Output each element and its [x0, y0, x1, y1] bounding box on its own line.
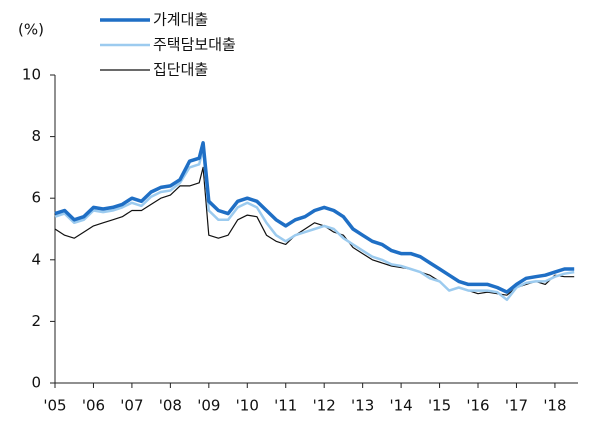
y-tick-label: 0 [31, 374, 41, 392]
y-tick-label: 10 [22, 66, 41, 84]
series-line [54, 147, 575, 302]
x-tick-label: '12 [313, 397, 336, 415]
x-tick-label: '07 [120, 397, 143, 415]
x-tick-label: '17 [505, 397, 528, 415]
x-tick-label: '13 [351, 397, 374, 415]
y-tick-label: 6 [31, 189, 41, 207]
series-line [54, 141, 575, 294]
x-tick-label: '11 [274, 397, 297, 415]
x-tick-label: '10 [236, 397, 259, 415]
x-tick-label: '15 [428, 397, 451, 415]
y-tick-label: 2 [31, 312, 41, 330]
x-tick-label: '09 [197, 397, 220, 415]
x-tick-label: '16 [466, 397, 489, 415]
y-tick-label: 8 [31, 127, 41, 145]
x-tick-label: '05 [43, 397, 66, 415]
x-tick-label: '18 [543, 397, 566, 415]
series-line [54, 166, 575, 296]
x-tick-label: '08 [159, 397, 182, 415]
x-tick-label: '14 [389, 397, 412, 415]
x-tick-label: '06 [82, 397, 105, 415]
legend-label: 주택담보대출 [153, 36, 236, 54]
legend-label: 집단대출 [153, 61, 208, 79]
y-axis-label: (%) [18, 21, 44, 39]
legend-label: 가계대출 [153, 11, 208, 29]
y-tick-label: 4 [31, 250, 41, 268]
